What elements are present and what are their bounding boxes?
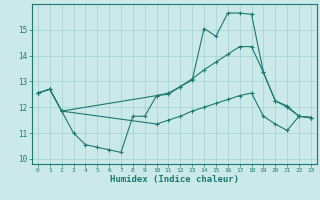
X-axis label: Humidex (Indice chaleur): Humidex (Indice chaleur) [110,175,239,184]
